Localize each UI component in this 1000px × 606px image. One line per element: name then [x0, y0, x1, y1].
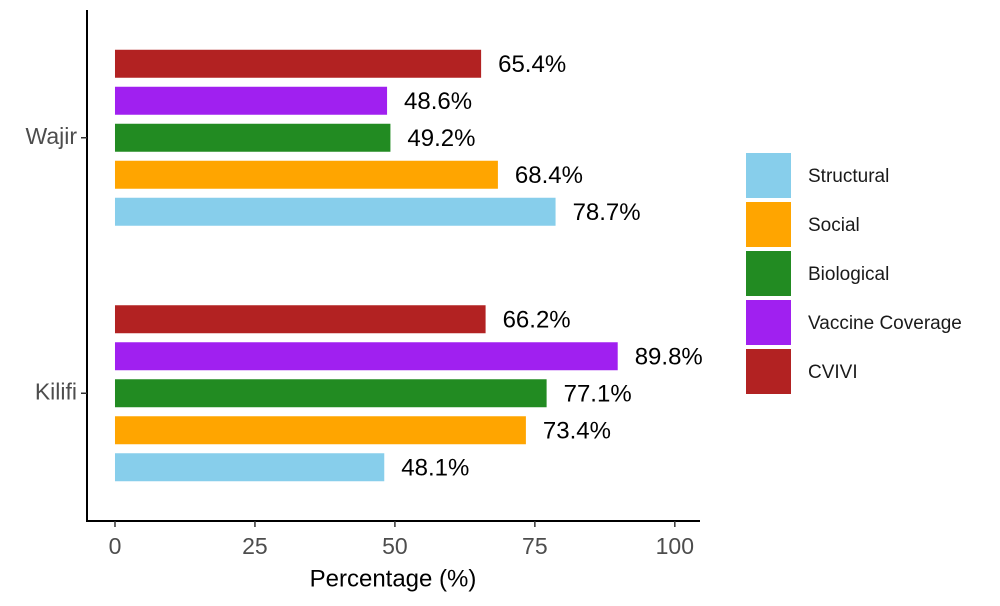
x-tick-label: 25 — [242, 533, 268, 559]
value-label: 48.1% — [401, 455, 469, 482]
bar — [114, 453, 385, 482]
bar — [114, 305, 486, 334]
bar — [114, 342, 618, 371]
x-tick-label: 75 — [522, 533, 548, 559]
bar — [114, 197, 556, 226]
legend-label: Biological — [808, 264, 889, 285]
value-label: 68.4% — [515, 162, 583, 189]
value-label: 73.4% — [543, 418, 611, 445]
x-tick-label: 100 — [656, 533, 694, 559]
legend-key — [746, 251, 791, 296]
y-tick-label: Kilifi — [35, 378, 77, 404]
x-tick-label: 0 — [109, 533, 122, 559]
legend-key — [746, 202, 791, 247]
bar — [114, 160, 498, 189]
x-tick-label: 50 — [382, 533, 408, 559]
bar — [114, 379, 547, 408]
legend-key — [746, 349, 791, 394]
bar — [114, 123, 391, 152]
value-label: 65.4% — [498, 51, 566, 78]
legend-label: CVIVI — [808, 362, 858, 383]
y-tick-label: Wajir — [25, 123, 77, 149]
legend-label: Social — [808, 215, 860, 236]
x-axis-title: Percentage (%) — [310, 565, 477, 592]
value-label: 66.2% — [503, 307, 571, 334]
value-label: 89.8% — [635, 344, 703, 371]
bar — [114, 49, 482, 78]
legend-label: Structural — [808, 166, 889, 187]
bar — [114, 416, 526, 445]
legend-key — [746, 300, 791, 345]
value-label: 77.1% — [564, 381, 632, 408]
value-label: 49.2% — [407, 125, 475, 152]
legend-key — [746, 153, 791, 198]
legend-label: Vaccine Coverage — [808, 313, 962, 334]
value-label: 78.7% — [573, 199, 641, 226]
bar — [114, 86, 388, 115]
value-label: 48.6% — [404, 88, 472, 115]
